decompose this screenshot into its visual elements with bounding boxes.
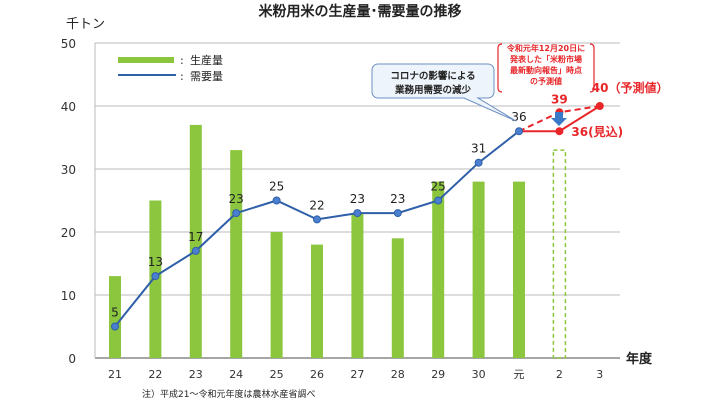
bar: [230, 150, 243, 358]
demand-point: [353, 209, 362, 218]
legend-colon: :: [180, 54, 184, 67]
demand-point: [272, 196, 281, 205]
demand-data-label: 5: [111, 306, 119, 320]
demand-data-label: 23: [350, 192, 365, 206]
bar-forecast: [552, 149, 567, 359]
demand-point: [434, 196, 443, 205]
chart-title: 米粉用米の生産量･需要量の推移: [259, 3, 462, 20]
bracket-text: 令和元年12月20日に発表した「米粉市場最新動向報告」時点の予測値: [506, 43, 585, 86]
y-tick-label: 50: [61, 37, 76, 51]
demand-point: [515, 127, 523, 136]
footnote: 注）平成21～令和元年度は農林水産省調べ: [142, 388, 315, 400]
y-tick-label: 40: [61, 100, 76, 114]
bar: [109, 276, 121, 358]
bar: [513, 181, 525, 358]
x-tick-label: 22: [148, 368, 162, 381]
demand-point: [393, 209, 402, 218]
forecast-point: [595, 102, 604, 110]
bar: [432, 181, 445, 358]
x-tick-label: 2: [556, 368, 563, 381]
legend-label-production: 生産量: [190, 53, 223, 67]
x-tick-label: 24: [229, 368, 243, 381]
bar: [472, 181, 485, 358]
bar: [311, 244, 323, 358]
y-tick-label: 30: [61, 163, 76, 177]
x-tick-label: 21: [108, 368, 122, 381]
forecast-bracket: 令和元年12月20日に発表した「米粉市場最新動向報告」時点の予測値: [497, 43, 595, 93]
forecast-final-label: 40（予測値）: [592, 80, 669, 95]
demand-data-label: 23: [229, 192, 244, 206]
bar: [391, 238, 404, 358]
legend-label-demand: 需要量: [190, 70, 223, 83]
demand-data-label: 23: [390, 192, 405, 206]
x-tick-label: 23: [189, 368, 203, 381]
x-tick-label: 28: [391, 368, 405, 381]
demand-point: [313, 215, 321, 224]
demand-data-label: 25: [431, 180, 446, 194]
callout: コロナの影響による業務用需要の減少: [371, 63, 517, 122]
forecast-data-label: 39: [551, 92, 568, 106]
down-arrow-icon: [551, 112, 567, 126]
x-tick-label: 26: [310, 368, 324, 381]
annotation-line: 最新動向報告」時点: [510, 65, 582, 75]
y-tick-label: 10: [61, 289, 76, 303]
demand-data-label: 22: [309, 198, 324, 212]
x-tick-label: 30: [472, 368, 486, 381]
x-tick-label: 29: [431, 368, 445, 381]
annotation-line: コロナの影響による: [390, 70, 475, 82]
demand-data-label: 31: [471, 142, 486, 156]
demand-point: [191, 246, 200, 255]
demand-data-label: 36: [511, 110, 526, 124]
legend-colon: :: [180, 70, 184, 83]
demand-point: [151, 272, 160, 281]
annotation-line: の予測値: [530, 76, 562, 86]
demand-point: [111, 322, 119, 331]
x-axis-label: 年度: [626, 351, 653, 367]
x-tick-label: 27: [350, 368, 364, 381]
annotation-line: 令和元年12月20日に: [506, 43, 585, 53]
y-tick-label: 20: [61, 226, 76, 240]
demand-data-label: 17: [188, 230, 203, 244]
x-tick-label: 元: [514, 368, 525, 381]
forecast-point: [555, 127, 564, 136]
legend-swatch-production: [118, 57, 174, 63]
demand-data-label: 25: [269, 180, 284, 194]
x-tick-label: 3: [596, 368, 603, 381]
y-tick-label: 0: [68, 352, 76, 366]
annotation-line: 発表した「米粉市場: [509, 54, 582, 64]
annotation-line: 業務用需要の減少: [394, 84, 472, 96]
demand-point: [474, 158, 483, 167]
bar: [351, 213, 364, 358]
bar: [189, 124, 202, 359]
estimate-data-label: 36(見込): [571, 124, 623, 139]
legend: 生産量 : : 需要量: [118, 53, 223, 83]
x-tick-label: 25: [270, 368, 284, 381]
bar: [270, 232, 283, 358]
callout-text: コロナの影響による業務用需要の減少: [390, 70, 475, 96]
demand-point: [232, 209, 241, 218]
y-axis-unit: 千トン: [66, 17, 105, 32]
demand-data-label: 13: [148, 255, 163, 269]
